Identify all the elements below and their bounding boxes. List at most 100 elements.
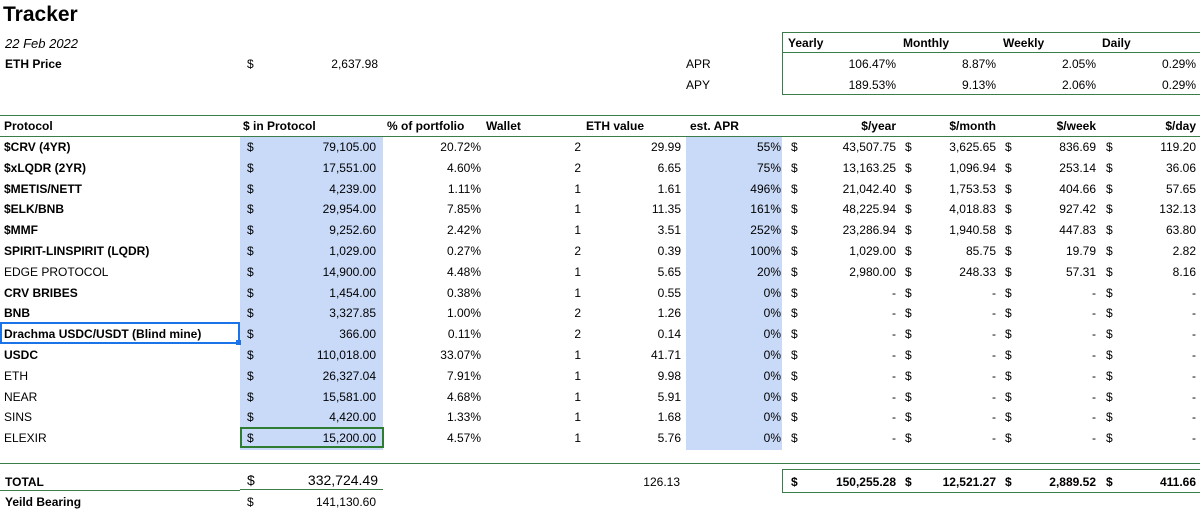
cell-wallet[interactable]: 1	[574, 390, 581, 404]
cell-eth-value[interactable]: 0.14	[657, 327, 681, 341]
cell-protocol[interactable]: $xLQDR (2YR)	[4, 161, 87, 175]
cell-day[interactable]: -	[1192, 348, 1196, 362]
cell-week[interactable]: 253.14	[1059, 161, 1096, 175]
cell-month[interactable]: -	[992, 306, 996, 320]
cell-day-currency[interactable]: $	[1106, 286, 1113, 300]
cell-eth-value[interactable]: 11.35	[651, 202, 681, 216]
total-label[interactable]: TOTAL	[5, 475, 44, 489]
cell-apr[interactable]: 252%	[750, 223, 781, 237]
yield-currency[interactable]: $	[247, 495, 254, 509]
cell-day[interactable]: 132.13	[1159, 202, 1196, 216]
apr-yearly[interactable]: 106.47%	[848, 57, 896, 71]
cell-year-currency[interactable]: $	[791, 286, 798, 300]
cell-year-currency[interactable]: $	[791, 140, 798, 154]
rates-col-daily[interactable]: Daily	[1102, 36, 1131, 50]
cell-month[interactable]: -	[992, 431, 996, 445]
cell-apr[interactable]: 496%	[750, 182, 781, 196]
cell-month[interactable]: 3,625.65	[949, 140, 996, 154]
cell-week-currency[interactable]: $	[1005, 223, 1012, 237]
cell-day-currency[interactable]: $	[1106, 265, 1113, 279]
cell-week-currency[interactable]: $	[1005, 265, 1012, 279]
cell-week-currency[interactable]: $	[1005, 327, 1012, 341]
cell-month-currency[interactable]: $	[905, 265, 912, 279]
cell-wallet[interactable]: 2	[574, 140, 581, 154]
cell-week[interactable]: 57.31	[1065, 265, 1096, 279]
cell-year-currency[interactable]: $	[791, 390, 798, 404]
cell-pct[interactable]: 20.72%	[440, 140, 481, 154]
cell-day[interactable]: -	[1192, 306, 1196, 320]
cell-wallet[interactable]: 1	[574, 410, 581, 424]
cell-amount[interactable]: 15,200.00	[322, 431, 376, 445]
cell-month[interactable]: 85.75	[965, 244, 996, 258]
cell-day[interactable]: -	[1192, 327, 1196, 341]
cell-month[interactable]: -	[992, 390, 996, 404]
cell-protocol[interactable]: Drachma USDC/USDT (Blind mine)	[4, 327, 202, 341]
cell-week-currency[interactable]: $	[1005, 244, 1012, 258]
cell-day[interactable]: -	[1192, 431, 1196, 445]
cell-week[interactable]: -	[1092, 390, 1096, 404]
cell-year[interactable]: -	[892, 286, 896, 300]
cell-week[interactable]: -	[1092, 410, 1096, 424]
cell-year-currency[interactable]: $	[791, 223, 798, 237]
cell-day[interactable]: 57.65	[1165, 182, 1196, 196]
cell-wallet[interactable]: 1	[574, 223, 581, 237]
cell-week[interactable]: -	[1092, 348, 1096, 362]
cell-month[interactable]: -	[992, 410, 996, 424]
cell-month-currency[interactable]: $	[905, 327, 912, 341]
cell-year[interactable]: 13,163.25	[842, 161, 896, 175]
header-eth-value[interactable]: ETH value	[586, 119, 645, 133]
cell-wallet[interactable]: 1	[574, 431, 581, 445]
cell-month[interactable]: 4,018.83	[949, 202, 996, 216]
cell-protocol[interactable]: SINS	[4, 410, 33, 424]
cell-pct[interactable]: 1.11%	[447, 182, 481, 196]
apr-daily[interactable]: 0.29%	[1161, 57, 1196, 71]
total-day[interactable]: 411.66	[1159, 475, 1196, 489]
cell-amount[interactable]: 17,551.00	[322, 161, 376, 175]
cell-day-currency[interactable]: $	[1106, 223, 1113, 237]
cell-month-currency[interactable]: $	[905, 244, 912, 258]
cell-day[interactable]: 36.06	[1165, 161, 1196, 175]
date-cell[interactable]: 22 Feb 2022	[5, 36, 79, 51]
cell-amount[interactable]: 26,327.04	[322, 369, 376, 383]
cell-year[interactable]: -	[892, 306, 896, 320]
cell-week[interactable]: 927.42	[1059, 202, 1096, 216]
cell-protocol[interactable]: CRV BRIBES	[4, 286, 78, 300]
cell-pct[interactable]: 1.33%	[446, 410, 481, 424]
apy-weekly[interactable]: 2.06%	[1061, 78, 1096, 92]
cell-wallet[interactable]: 1	[574, 286, 581, 300]
cell-month-currency[interactable]: $	[905, 431, 912, 445]
cell-protocol[interactable]: USDC	[4, 348, 39, 362]
cell-month-currency[interactable]: $	[905, 161, 912, 175]
cell-wallet[interactable]: 1	[574, 265, 581, 279]
cell-day[interactable]: 119.20	[1160, 140, 1196, 154]
cell-year-currency[interactable]: $	[791, 182, 798, 196]
cell-month[interactable]: 248.33	[959, 265, 996, 279]
cell-apr[interactable]: 20%	[756, 265, 781, 279]
cell-day[interactable]: -	[1192, 369, 1196, 383]
header-wallet[interactable]: Wallet	[486, 119, 521, 133]
cell-month[interactable]: 1,753.53	[949, 182, 996, 196]
cell-pct[interactable]: 7.85%	[446, 202, 481, 216]
cell-week[interactable]: -	[1092, 306, 1096, 320]
cell-amount[interactable]: 4,239.00	[329, 182, 376, 196]
cell-protocol[interactable]: EDGE PROTOCOL	[4, 265, 109, 279]
header-apr[interactable]: est. APR	[690, 119, 739, 133]
rates-col-weekly[interactable]: Weekly	[1003, 36, 1045, 50]
cell-eth-value[interactable]: 1.26	[657, 306, 681, 320]
cell-amount-currency[interactable]: $	[247, 223, 254, 237]
cell-amount-currency[interactable]: $	[247, 140, 254, 154]
cell-day[interactable]: 63.80	[1165, 223, 1196, 237]
cell-pct[interactable]: 2.42%	[446, 223, 481, 237]
cell-year-currency[interactable]: $	[791, 410, 798, 424]
cell-day-currency[interactable]: $	[1106, 327, 1113, 341]
cell-year[interactable]: -	[892, 348, 896, 362]
cell-pct[interactable]: 4.68%	[446, 390, 481, 404]
cell-wallet[interactable]: 2	[574, 244, 581, 258]
eth-price-label[interactable]: ETH Price	[5, 57, 62, 71]
cell-year[interactable]: -	[892, 369, 896, 383]
cell-week-currency[interactable]: $	[1005, 161, 1012, 175]
cell-year[interactable]: 21,042.40	[842, 182, 896, 196]
cell-week-currency[interactable]: $	[1005, 348, 1012, 362]
cell-amount-currency[interactable]: $	[247, 244, 254, 258]
cell-year-currency[interactable]: $	[791, 348, 798, 362]
